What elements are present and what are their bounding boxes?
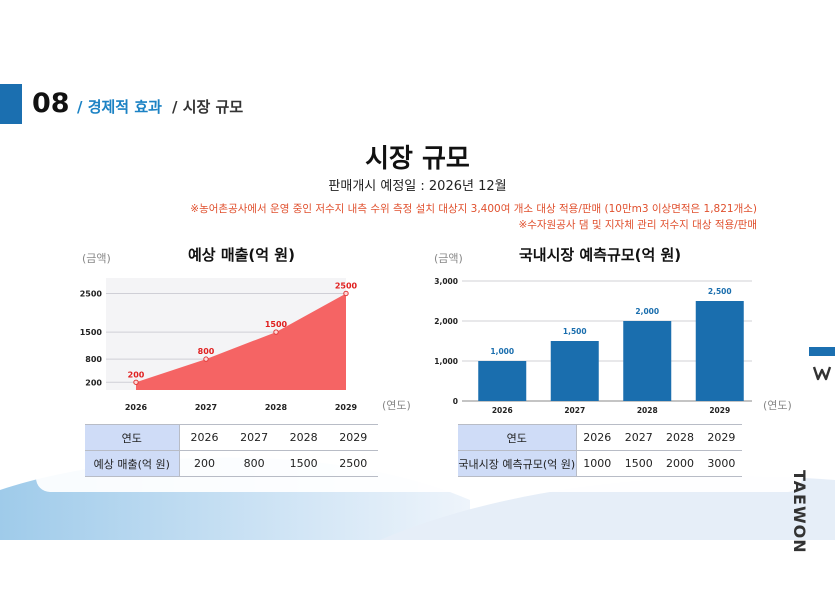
data-label: 1500 — [265, 320, 288, 329]
table-cell: 2029 — [328, 424, 378, 451]
market-bar-chart: 0 1,000 2,000 3,000 1,000 2026 1,500 2027 2,000 2… — [434, 277, 752, 415]
table-cell: 2029 — [700, 424, 742, 451]
area-series — [136, 293, 346, 390]
data-point — [273, 329, 279, 335]
table-cell: 2026 — [576, 424, 619, 451]
data-point — [343, 290, 349, 297]
table-cell: 3000 — [700, 450, 742, 477]
x-tick-label: 2027 — [564, 406, 585, 415]
sales-area-chart: 200 800 1500 2500 200 2026 800 2027 1500 2028 2500… — [80, 278, 358, 412]
data-label: 1,000 — [490, 347, 514, 356]
market-chart-ylabel: (금액) — [434, 252, 463, 265]
y-tick-label: 200 — [85, 378, 102, 387]
data-label: 2,000 — [635, 307, 659, 316]
data-label: 2,500 — [708, 287, 732, 296]
data-label: 800 — [198, 347, 215, 356]
logo-accent-bar — [809, 347, 835, 356]
taewon-logo-icon — [812, 366, 832, 381]
y-tick-label: 1,000 — [434, 357, 458, 366]
x-tick-label: 2026 — [125, 403, 148, 412]
section-number: 08 — [32, 88, 70, 119]
data-point — [133, 379, 139, 385]
table-cell: 2028 — [278, 424, 329, 451]
sales-chart-title: 예상 매출(억 원) — [188, 246, 295, 264]
table-cell: 1000 — [576, 450, 619, 477]
sales-chart-xlabel: (연도) — [382, 399, 411, 412]
x-tick-label: 2027 — [195, 403, 217, 412]
table-header-cell: 연도 — [85, 424, 180, 451]
table-cell: 1500 — [278, 450, 329, 477]
data-label: 1,500 — [563, 327, 587, 336]
y-tick-label: 3,000 — [434, 277, 458, 286]
header-accent-bar — [0, 84, 22, 124]
table-cell: 2500 — [328, 450, 378, 477]
bar — [478, 361, 527, 401]
table-cell: 2026 — [179, 424, 230, 451]
page-subtitle: 판매개시 예정일 : 2026년 12월 — [328, 179, 507, 194]
table-cell: 1500 — [618, 450, 660, 477]
page-title: 시장 규모 — [365, 144, 470, 174]
data-label: 200 — [128, 370, 145, 379]
market-chart-title: 국내시장 예측규모(억 원) — [519, 246, 682, 264]
y-tick-label: 2500 — [80, 289, 103, 298]
table-row: 연도 2026 2027 2028 2029 — [458, 424, 742, 451]
data-point — [203, 356, 209, 362]
y-tick-label: 1500 — [80, 328, 103, 337]
table-row-label: 예상 매출(억 원) — [85, 450, 180, 477]
logo-text: TAEWON — [790, 470, 809, 554]
note-2: ※수자원공사 댐 및 지자체 관리 저수지 대상 적용/판매 — [518, 219, 757, 231]
table-row: 예상 매출(억 원) 200 800 1500 2500 — [85, 450, 378, 477]
section-title: / 경제적 효과 — [77, 98, 162, 116]
table-cell: 800 — [229, 450, 279, 477]
table-row: 국내시장 예측규모(억 원) 1000 1500 2000 3000 — [458, 450, 742, 477]
x-tick-label: 2028 — [265, 403, 288, 412]
sales-table: 연도 2026 2027 2028 2029 예상 매출(억 원) 200 80… — [85, 424, 378, 477]
y-tick-label: 800 — [85, 355, 102, 364]
table-cell: 2027 — [229, 424, 279, 451]
table-cell: 2000 — [659, 450, 701, 477]
x-tick-label: 2028 — [637, 406, 658, 415]
sales-chart-ylabel: (금액) — [82, 252, 111, 265]
data-label: 2500 — [335, 281, 358, 290]
bar — [623, 321, 672, 401]
table-header-cell: 연도 — [458, 424, 577, 451]
table-row: 연도 2026 2027 2028 2029 — [85, 424, 378, 451]
x-tick-label: 2026 — [492, 406, 513, 415]
table-cell: 2027 — [618, 424, 660, 451]
table-cell: 200 — [179, 450, 230, 477]
note-1: ※농어촌공사에서 운영 중인 저수지 내측 수위 측정 설치 대상지 3,400… — [190, 203, 757, 215]
table-cell: 2028 — [659, 424, 701, 451]
table-row-label: 국내시장 예측규모(억 원) — [458, 450, 577, 477]
market-table: 연도 2026 2027 2028 2029 국내시장 예측규모(억 원) 10… — [458, 424, 742, 477]
x-tick-label: 2029 — [335, 403, 358, 412]
subsection-title: / 시장 규모 — [172, 98, 244, 116]
bar — [695, 301, 744, 401]
market-chart-xlabel: (연도) — [763, 399, 792, 412]
y-tick-label: 0 — [453, 397, 458, 406]
y-tick-label: 2,000 — [434, 317, 458, 326]
x-tick-label: 2029 — [709, 406, 730, 415]
bar — [550, 341, 599, 401]
